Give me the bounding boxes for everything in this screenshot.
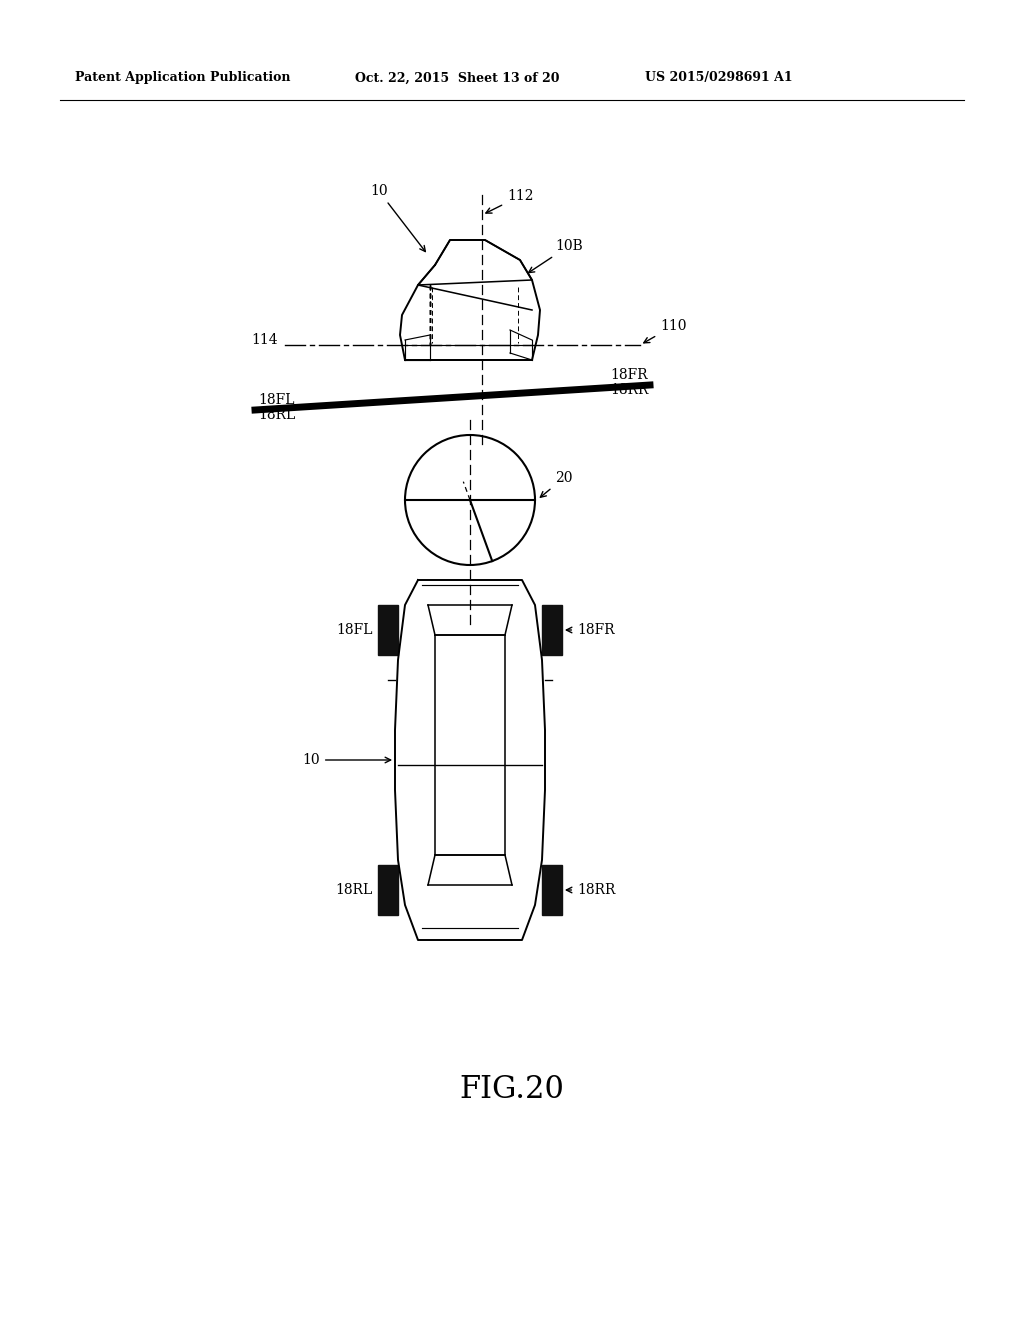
Bar [542,865,562,915]
Text: 18FR: 18FR [610,368,647,381]
Text: 114: 114 [251,333,278,347]
Text: 18RR: 18RR [566,883,615,898]
Text: Oct. 22, 2015  Sheet 13 of 20: Oct. 22, 2015 Sheet 13 of 20 [355,71,559,84]
Text: US 2015/0298691 A1: US 2015/0298691 A1 [645,71,793,84]
Bar [378,865,398,915]
Text: 18FL: 18FL [337,623,373,638]
Text: 112: 112 [485,189,534,213]
Text: 18RL: 18RL [336,883,373,898]
Text: 20: 20 [541,471,572,498]
Text: 18RR: 18RR [610,383,648,397]
Bar [542,605,562,655]
Text: FIG.20: FIG.20 [460,1074,564,1106]
Text: 18FR: 18FR [566,623,614,638]
Text: 10: 10 [302,752,391,767]
Text: 18RL: 18RL [258,408,295,422]
Bar [378,605,398,655]
Text: 110: 110 [644,319,686,343]
Text: 10B: 10B [528,239,583,273]
Text: Patent Application Publication: Patent Application Publication [75,71,291,84]
Text: 18FL: 18FL [258,393,295,407]
Text: 10: 10 [370,183,425,252]
